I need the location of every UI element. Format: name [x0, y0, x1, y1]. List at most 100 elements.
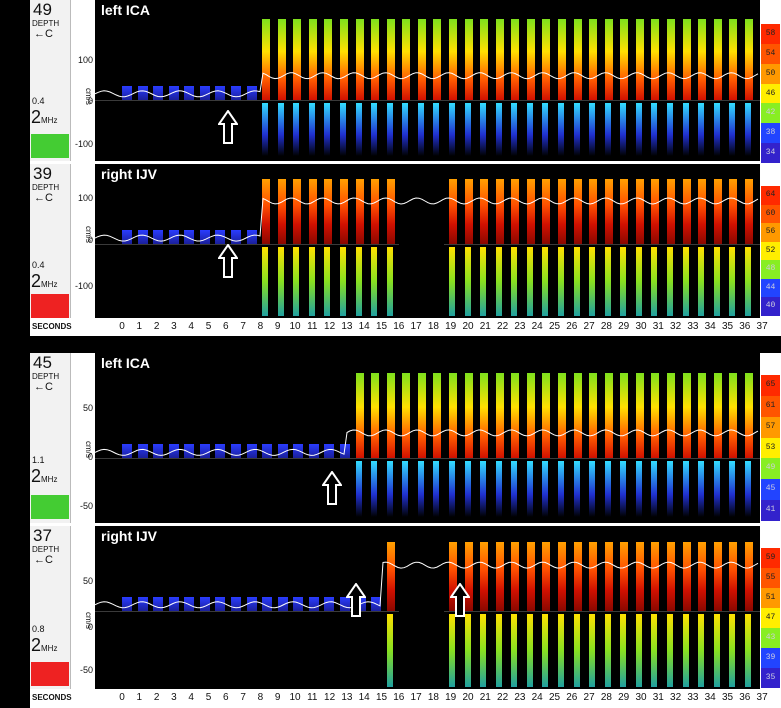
- time-tick: 12: [324, 321, 336, 332]
- depth-label: DEPTH: [32, 183, 60, 192]
- doppler-pulse: [713, 373, 722, 459]
- doppler-pulse: [308, 102, 315, 156]
- doppler-pulse: [386, 102, 393, 156]
- color-scale: 58 54 50 46 42 38 34: [761, 24, 780, 163]
- doppler-pulse: [153, 596, 164, 611]
- doppler-pulse: [355, 247, 362, 317]
- gain-value: 1.1: [32, 455, 45, 465]
- doppler-pulse: [480, 19, 489, 100]
- doppler-pulse: [526, 247, 533, 317]
- doppler-pulse: [729, 613, 736, 688]
- panel-info: 37 DEPTH ←C 0.8 2MHz: [30, 526, 71, 689]
- time-tick: 25: [548, 321, 561, 332]
- time-tick: 17: [410, 692, 422, 703]
- doppler-pulse: [573, 613, 580, 688]
- doppler-pulse: [402, 461, 409, 518]
- doppler-pulse: [371, 19, 380, 100]
- panel-info: 49 DEPTH ←C 0.4 2MHz: [30, 0, 71, 161]
- doppler-pulse: [137, 85, 148, 100]
- time-tick: 37: [756, 321, 768, 332]
- doppler-pulse: [433, 373, 442, 459]
- doppler-pulse: [495, 102, 502, 156]
- doppler-pulse: [698, 542, 707, 611]
- depth-value: 37: [33, 526, 52, 545]
- scale-label: 44: [761, 278, 780, 298]
- doppler-pulse: [355, 461, 362, 518]
- doppler-pulse: [604, 461, 611, 518]
- time-tick: 11: [307, 692, 318, 703]
- tick-label: -50: [79, 665, 93, 675]
- doppler-pulse: [511, 19, 520, 100]
- doppler-pulse: [698, 179, 707, 245]
- doppler-pulse: [464, 102, 471, 156]
- time-tick: 35: [721, 692, 734, 703]
- time-tick: 21: [479, 321, 491, 332]
- doppler-pulse: [433, 461, 440, 518]
- doppler-pulse: [666, 19, 675, 100]
- depth-value: 45: [33, 353, 52, 372]
- doppler-pulse: [698, 102, 705, 156]
- scale-label: 34: [761, 143, 780, 163]
- up-arrow-icon: [218, 244, 238, 278]
- time-tick: 27: [583, 321, 595, 332]
- doppler-pulse: [448, 102, 455, 156]
- doppler-pulse: [386, 373, 395, 459]
- time-tick: 19: [445, 321, 457, 332]
- doppler-pulse: [744, 102, 751, 156]
- doppler-pulse: [511, 373, 520, 459]
- time-tick: 36: [739, 692, 751, 703]
- scale-label: 41: [761, 500, 780, 521]
- time-tick: 7: [240, 692, 246, 703]
- color-scale: 64 60 56 52 48 44 40: [761, 186, 780, 316]
- time-tick: 30: [635, 692, 647, 703]
- time-tick: 30: [635, 321, 647, 332]
- time-tick: 34: [704, 321, 716, 332]
- doppler-pulse: [589, 179, 598, 245]
- time-tick: 3: [171, 321, 177, 332]
- color-scale: 59 55 51 47 43 39 35: [761, 548, 780, 688]
- gate-swatch: [31, 134, 69, 158]
- doppler-pulse: [464, 247, 471, 317]
- baseline: [95, 99, 760, 101]
- arrow-c-label: ←C: [34, 381, 53, 393]
- doppler-pulse: [573, 247, 580, 317]
- doppler-pulse: [526, 179, 535, 245]
- doppler-pulse: [137, 444, 148, 459]
- doppler-pulse: [573, 461, 580, 518]
- doppler-pulse: [230, 85, 241, 100]
- doppler-pulse: [542, 542, 551, 611]
- doppler-pulse: [651, 247, 658, 317]
- doppler-pulse: [480, 613, 487, 688]
- doppler-pulse: [526, 373, 535, 459]
- doppler-pulse: [215, 596, 226, 611]
- mean-velocity-trace: [95, 197, 759, 242]
- doppler-pulse: [339, 596, 350, 611]
- arrow-c-label: ←C: [34, 554, 53, 566]
- doppler-pulse: [417, 461, 424, 518]
- doppler-pulse: [682, 461, 689, 518]
- doppler-pulse: [386, 461, 393, 518]
- doppler-pulse: [744, 461, 751, 518]
- doppler-pulse: [386, 19, 395, 100]
- doppler-pulse: [464, 373, 473, 459]
- doppler-pulse: [371, 179, 380, 245]
- scale-label: 49: [761, 458, 780, 480]
- doppler-pulse: [495, 247, 502, 317]
- doppler-pulse: [262, 179, 271, 245]
- doppler-pulse: [339, 247, 346, 317]
- doppler-pulse: [635, 461, 642, 518]
- time-tick: 31: [652, 692, 664, 703]
- doppler-pulse: [542, 179, 551, 245]
- doppler-pulse: [324, 444, 335, 459]
- doppler-pulse: [542, 19, 551, 100]
- doppler-pulse: [557, 247, 564, 317]
- mean-velocity-trace: [95, 561, 759, 609]
- doppler-pulse: [480, 373, 489, 459]
- doppler-pulse: [604, 613, 611, 688]
- tick-label: -100: [74, 139, 93, 149]
- depth-label: DEPTH: [32, 372, 60, 381]
- doppler-pulse: [635, 613, 642, 688]
- time-tick: 5: [205, 692, 212, 703]
- doppler-pulse: [262, 444, 273, 459]
- doppler-pulse: [729, 461, 736, 518]
